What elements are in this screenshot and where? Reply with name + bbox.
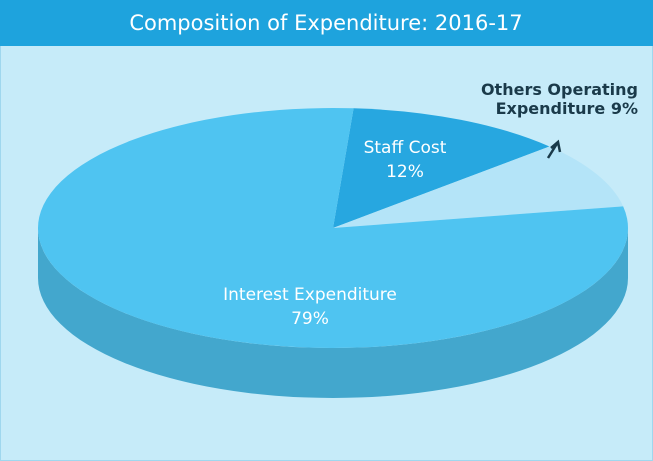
slice-name: Staff Cost <box>364 138 447 158</box>
slice-value: 79% <box>291 309 329 329</box>
slice <box>333 108 550 228</box>
slice-name: Interest Expenditure <box>223 285 397 305</box>
slice-value: 9% <box>610 99 638 118</box>
slice-side <box>38 228 628 398</box>
pie: Staff Cost 12% Interest Expenditure 79% <box>37 108 628 398</box>
pointer-arrow <box>546 139 562 159</box>
slice-label: Others Operating Expenditure 9% <box>468 80 638 118</box>
slice <box>37 108 628 348</box>
chart-title: Composition of Expenditure: 2016-17 <box>129 11 522 35</box>
title-bar <box>0 0 653 46</box>
slice-value: 12% <box>386 162 424 182</box>
slice <box>333 146 624 228</box>
slice-name: Others Operating Expenditure <box>480 80 638 118</box>
